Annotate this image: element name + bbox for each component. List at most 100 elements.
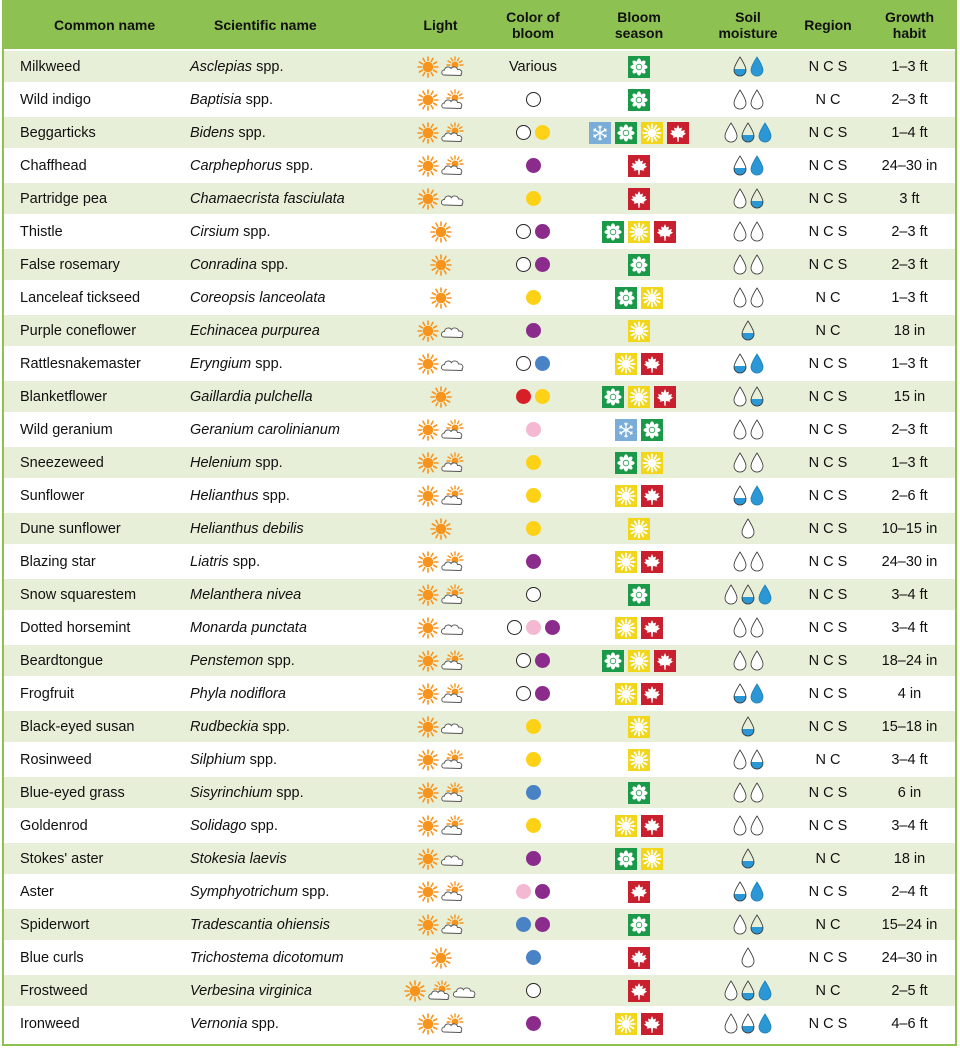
shade-cloud-icon bbox=[452, 987, 476, 998]
purple-bloom-dot bbox=[535, 884, 550, 900]
partial-shade-icon bbox=[441, 451, 464, 472]
summer-season-icon bbox=[628, 319, 650, 342]
region-cell: N C S bbox=[792, 676, 864, 710]
dry-drop-icon bbox=[750, 650, 763, 671]
soil-moisture-icons bbox=[732, 220, 765, 243]
bloom-season-icons bbox=[628, 154, 650, 177]
dry-drop-icon bbox=[750, 815, 763, 836]
table-row: Thistle Cirsium spp. N C S 2–3 ft bbox=[4, 214, 955, 248]
purple-bloom-dot bbox=[544, 620, 560, 636]
moist-drop-icon bbox=[741, 320, 755, 341]
spring-season-icon bbox=[615, 847, 637, 870]
bloom-season-icons bbox=[628, 187, 650, 210]
scientific-name-cell: Conradina spp. bbox=[184, 247, 389, 281]
bloom-season-cell bbox=[574, 247, 704, 281]
common-name-cell: Blazing star bbox=[4, 544, 184, 578]
bloom-color-cell bbox=[492, 148, 574, 182]
header-season-line1: Bloom bbox=[617, 8, 661, 25]
summer-season-icon bbox=[628, 715, 650, 738]
light-cell bbox=[389, 907, 492, 941]
scientific-name-italic: Trichostema dicotomum bbox=[190, 949, 344, 966]
wet-drop-icon bbox=[758, 584, 772, 605]
soil-moisture-cell bbox=[704, 511, 792, 545]
full-sun-icon bbox=[417, 583, 439, 606]
bloom-season-cell bbox=[574, 709, 704, 743]
header-color-line2: bloom bbox=[512, 24, 554, 41]
blue-bloom-dot bbox=[525, 950, 541, 966]
moist-drop-icon bbox=[741, 1013, 755, 1034]
table-row: Stokes' aster Stokesia laevis N C 18 in bbox=[4, 841, 955, 875]
scientific-name-italic: Sisyrinchium bbox=[190, 784, 273, 801]
common-name-cell: False rosemary bbox=[4, 247, 184, 281]
growth-habit-cell: 1–3 ft bbox=[864, 280, 955, 314]
bloom-season-cell bbox=[574, 280, 704, 314]
full-sun-icon bbox=[416, 616, 439, 639]
summer-season-icon bbox=[615, 814, 637, 837]
white-bloom-dot bbox=[525, 983, 541, 999]
header-light: Light bbox=[389, 0, 492, 50]
dry-drop-icon bbox=[724, 1013, 738, 1034]
bloom-color-dots bbox=[525, 950, 541, 966]
bloom-color-cell bbox=[492, 808, 574, 842]
summer-season-icon bbox=[641, 121, 663, 144]
bloom-season-icons bbox=[628, 88, 650, 111]
dry-drop-icon bbox=[724, 122, 738, 143]
scientific-name-italic: Rudbeckia bbox=[190, 718, 259, 735]
scientific-name-italic: Echinacea purpurea bbox=[190, 322, 320, 339]
growth-habit-cell: 3–4 ft bbox=[864, 808, 955, 842]
bloom-season-cell bbox=[574, 544, 704, 578]
dry-drop-icon bbox=[750, 452, 763, 473]
moist-drop-icon bbox=[750, 386, 763, 407]
header-growth-line1: Growth bbox=[885, 8, 934, 25]
bloom-color-dots bbox=[525, 158, 541, 174]
pink-bloom-dot bbox=[516, 884, 531, 900]
bloom-color-dots bbox=[525, 983, 541, 999]
table-row: Blazing star Liatris spp. N C S 24–30 in bbox=[4, 544, 955, 578]
table-row: Aster Symphyotrichum spp. N C S 2–4 ft bbox=[4, 874, 955, 908]
bloom-season-icons bbox=[628, 880, 650, 903]
growth-habit-cell: 24–30 in bbox=[864, 148, 955, 182]
species-suffix: spp. bbox=[247, 1015, 279, 1032]
light-icons bbox=[429, 385, 452, 408]
bloom-color-dots: Various bbox=[509, 59, 557, 75]
bloom-color-cell bbox=[492, 643, 574, 677]
full-sun-icon bbox=[416, 847, 439, 870]
soil-moisture-cell bbox=[704, 907, 792, 941]
bloom-season-cell bbox=[574, 148, 704, 182]
growth-habit-cell: 2–5 ft bbox=[864, 973, 955, 1007]
light-cell bbox=[389, 643, 492, 677]
growth-habit-cell: 3–4 ft bbox=[864, 742, 955, 776]
wet-drop-icon bbox=[750, 56, 763, 77]
scientific-name-cell: Cirsium spp. bbox=[184, 214, 389, 248]
bloom-season-icons bbox=[628, 781, 650, 804]
common-name-cell: Aster bbox=[4, 874, 184, 908]
moist-drop-icon bbox=[733, 881, 746, 902]
light-cell bbox=[389, 577, 492, 611]
yellow-bloom-dot bbox=[525, 191, 541, 207]
species-suffix: spp. bbox=[297, 883, 330, 900]
soil-moisture-cell bbox=[704, 841, 792, 875]
bloom-season-icons bbox=[615, 1012, 663, 1035]
full-sun-icon bbox=[417, 649, 439, 672]
soil-moisture-icons bbox=[732, 484, 765, 507]
yellow-bloom-dot bbox=[525, 290, 541, 306]
partial-shade-icon bbox=[441, 550, 464, 571]
header-region: Region bbox=[792, 0, 864, 50]
common-name-cell: Beggarticks bbox=[4, 115, 184, 149]
scientific-name-cell: Silphium spp. bbox=[184, 742, 389, 776]
spring-season-icon bbox=[615, 121, 637, 144]
bloom-color-cell bbox=[492, 742, 574, 776]
soil-moisture-icons bbox=[732, 550, 765, 573]
soil-moisture-icons bbox=[740, 715, 756, 738]
fall-season-icon bbox=[641, 1012, 663, 1035]
growth-habit-cell: 15–18 in bbox=[864, 709, 955, 743]
scientific-name-cell: Asclepias spp. bbox=[184, 49, 389, 83]
dry-drop-icon bbox=[733, 254, 746, 275]
common-name-cell: Blanketflower bbox=[4, 379, 184, 413]
dry-drop-icon bbox=[733, 419, 746, 440]
soil-moisture-cell bbox=[704, 973, 792, 1007]
light-icons bbox=[404, 979, 477, 1002]
scientific-name-italic: Helenium bbox=[190, 454, 252, 471]
bloom-color-cell bbox=[492, 412, 574, 446]
purple-bloom-dot bbox=[525, 851, 541, 867]
